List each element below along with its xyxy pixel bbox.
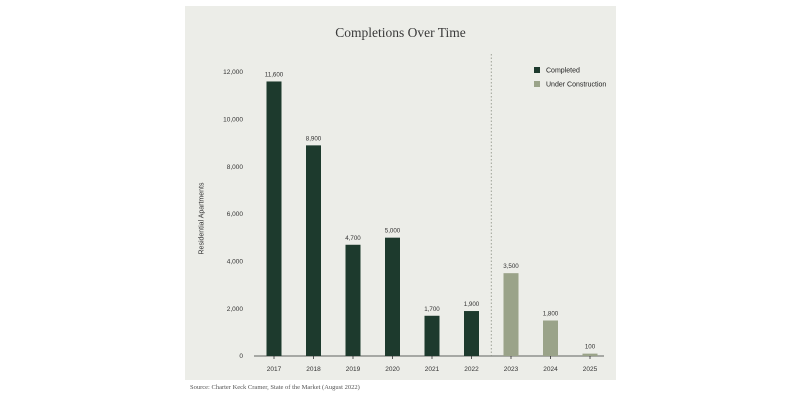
bar-under-construction — [543, 320, 558, 356]
y-tick-label: 6,000 — [227, 211, 244, 218]
bar-completed — [464, 311, 479, 356]
bar-completed — [345, 244, 361, 356]
y-tick-label: 4,000 — [227, 259, 244, 266]
y-tick-label: 2,000 — [227, 306, 244, 313]
y-tick-label: 0 — [239, 353, 243, 360]
bar-value-label: 1,700 — [424, 306, 440, 313]
legend-label: Under Construction — [546, 82, 606, 89]
x-tick-label: 2024 — [543, 366, 558, 373]
x-tick-label: 2017 — [267, 366, 282, 373]
x-tick-label: 2021 — [425, 366, 440, 373]
chart-panel — [185, 6, 616, 380]
legend-swatch — [534, 67, 540, 73]
x-tick-label: 2018 — [306, 366, 321, 373]
x-tick-label: 2023 — [504, 366, 519, 373]
x-tick-label: 2020 — [385, 366, 400, 373]
x-tick-label: 2019 — [346, 366, 361, 373]
bar-completed — [266, 81, 282, 356]
chart-title: Completions Over Time — [335, 25, 466, 40]
bar-value-label: 4,700 — [345, 235, 361, 242]
y-tick-label: 12,000 — [223, 69, 243, 76]
bar-completed — [424, 315, 440, 356]
bar-value-label: 1,800 — [543, 311, 559, 318]
bar-completed — [306, 145, 321, 356]
bar-value-label: 3,500 — [503, 263, 519, 270]
x-tick-label: 2022 — [464, 366, 479, 373]
x-tick-label: 2025 — [583, 366, 598, 373]
bar-value-label: 8,900 — [306, 135, 322, 142]
y-tick-label: 8,000 — [227, 164, 244, 171]
bar-completed — [385, 237, 400, 356]
bar-value-label: 11,600 — [265, 71, 284, 78]
bar-value-label: 5,000 — [385, 228, 401, 235]
y-tick-label: 10,000 — [223, 117, 243, 124]
bar-under-construction — [503, 273, 519, 356]
legend-label: Completed — [546, 68, 580, 75]
bar-under-construction — [582, 353, 598, 356]
source-note: Source: Charter Keck Cramer, State of th… — [190, 384, 360, 391]
bar-value-label: 1,900 — [464, 301, 480, 308]
legend-swatch — [534, 81, 540, 87]
bar-value-label: 100 — [585, 344, 596, 351]
